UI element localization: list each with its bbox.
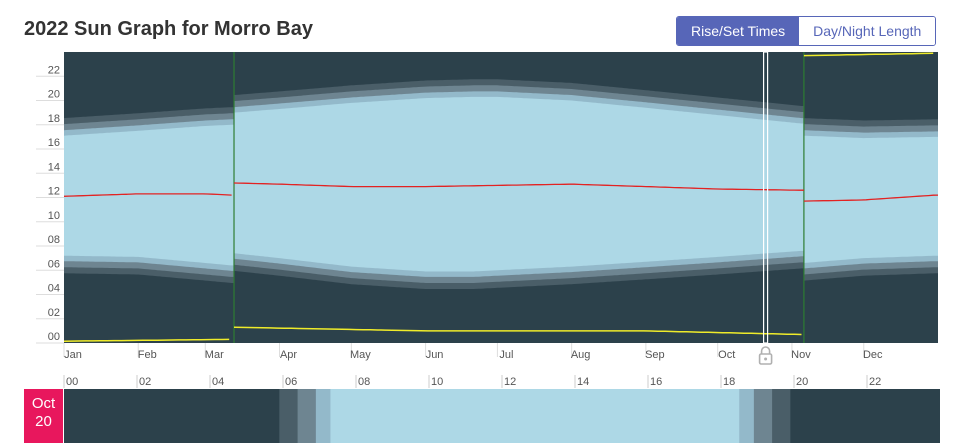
daylight-band-1: [64, 124, 234, 266]
moon-line-1: [63, 338, 230, 342]
hour-tick-label-02: 02: [139, 376, 151, 388]
date-cursor-line: [762, 51, 769, 344]
y-tick-label-04: 04: [48, 283, 60, 295]
x-tick-label-oct: Oct: [718, 349, 735, 361]
view-toggle: Rise/Set Times Day/Night Length: [676, 16, 937, 46]
y-tick-label-22: 22: [48, 64, 60, 76]
x-tick-label-jan: Jan: [64, 349, 82, 361]
y-tick-label-00: 00: [48, 331, 60, 343]
y-tick-label-12: 12: [48, 186, 60, 198]
moon-line-2: [233, 326, 802, 336]
solar-noon-line-1: [63, 193, 232, 197]
y-tick-label-14: 14: [48, 161, 60, 173]
selected-date-badge: Oct 20: [24, 389, 63, 443]
moon-line-3: [803, 52, 934, 57]
x-tick-label-jul: Jul: [499, 349, 513, 361]
x-tick-label-mar: Mar: [205, 349, 224, 361]
selected-date-month: Oct: [31, 395, 56, 412]
hour-tick-label-22: 22: [869, 376, 881, 388]
y-tick-label-18: 18: [48, 113, 60, 125]
x-tick-label-feb: Feb: [138, 349, 157, 361]
lock-icon-body: [758, 353, 773, 365]
y-tick-label-08: 08: [48, 234, 60, 246]
selected-date-day: 20: [35, 413, 52, 430]
hour-tick-label-20: 20: [796, 376, 808, 388]
lock-icon[interactable]: [758, 346, 773, 365]
hour-tick-label-14: 14: [577, 376, 589, 388]
x-tick-label-jun: Jun: [426, 349, 444, 361]
x-tick-label-apr: Apr: [280, 349, 297, 361]
solar-noon-line-2: [233, 182, 804, 191]
hour-tick-label-00: 00: [66, 376, 78, 388]
hour-tick-label-04: 04: [212, 376, 224, 388]
hour-tick-label-06: 06: [285, 376, 297, 388]
y-tick-label-10: 10: [48, 210, 60, 222]
x-tick-label-aug: Aug: [571, 349, 591, 361]
x-tick-label-dec: Dec: [863, 349, 883, 361]
solar-noon-line-3: [803, 194, 939, 202]
rise-set-times-button[interactable]: Rise/Set Times: [677, 17, 800, 45]
hour-tick-label-12: 12: [504, 376, 516, 388]
y-tick-label-16: 16: [48, 137, 60, 149]
day-night-length-button[interactable]: Day/Night Length: [799, 17, 936, 45]
y-tick-label-02: 02: [48, 307, 60, 319]
page-title: 2022 Sun Graph for Morro Bay: [24, 18, 313, 40]
y-tick-label-20: 20: [48, 89, 60, 101]
hour-tick-label-10: 10: [431, 376, 443, 388]
x-tick-label-nov: Nov: [791, 349, 811, 361]
day-strip-daylight: [330, 389, 740, 443]
y-tick-label-06: 06: [48, 258, 60, 270]
x-tick-label-may: May: [350, 349, 371, 361]
hour-tick-label-18: 18: [723, 376, 735, 388]
hour-tick-label-16: 16: [650, 376, 662, 388]
lock-icon-shackle: [760, 346, 771, 354]
lock-icon-keyhole: [764, 357, 768, 361]
hour-tick-label-08: 08: [358, 376, 370, 388]
x-tick-label-sep: Sep: [645, 349, 665, 361]
daylight-band-2: [234, 96, 804, 272]
